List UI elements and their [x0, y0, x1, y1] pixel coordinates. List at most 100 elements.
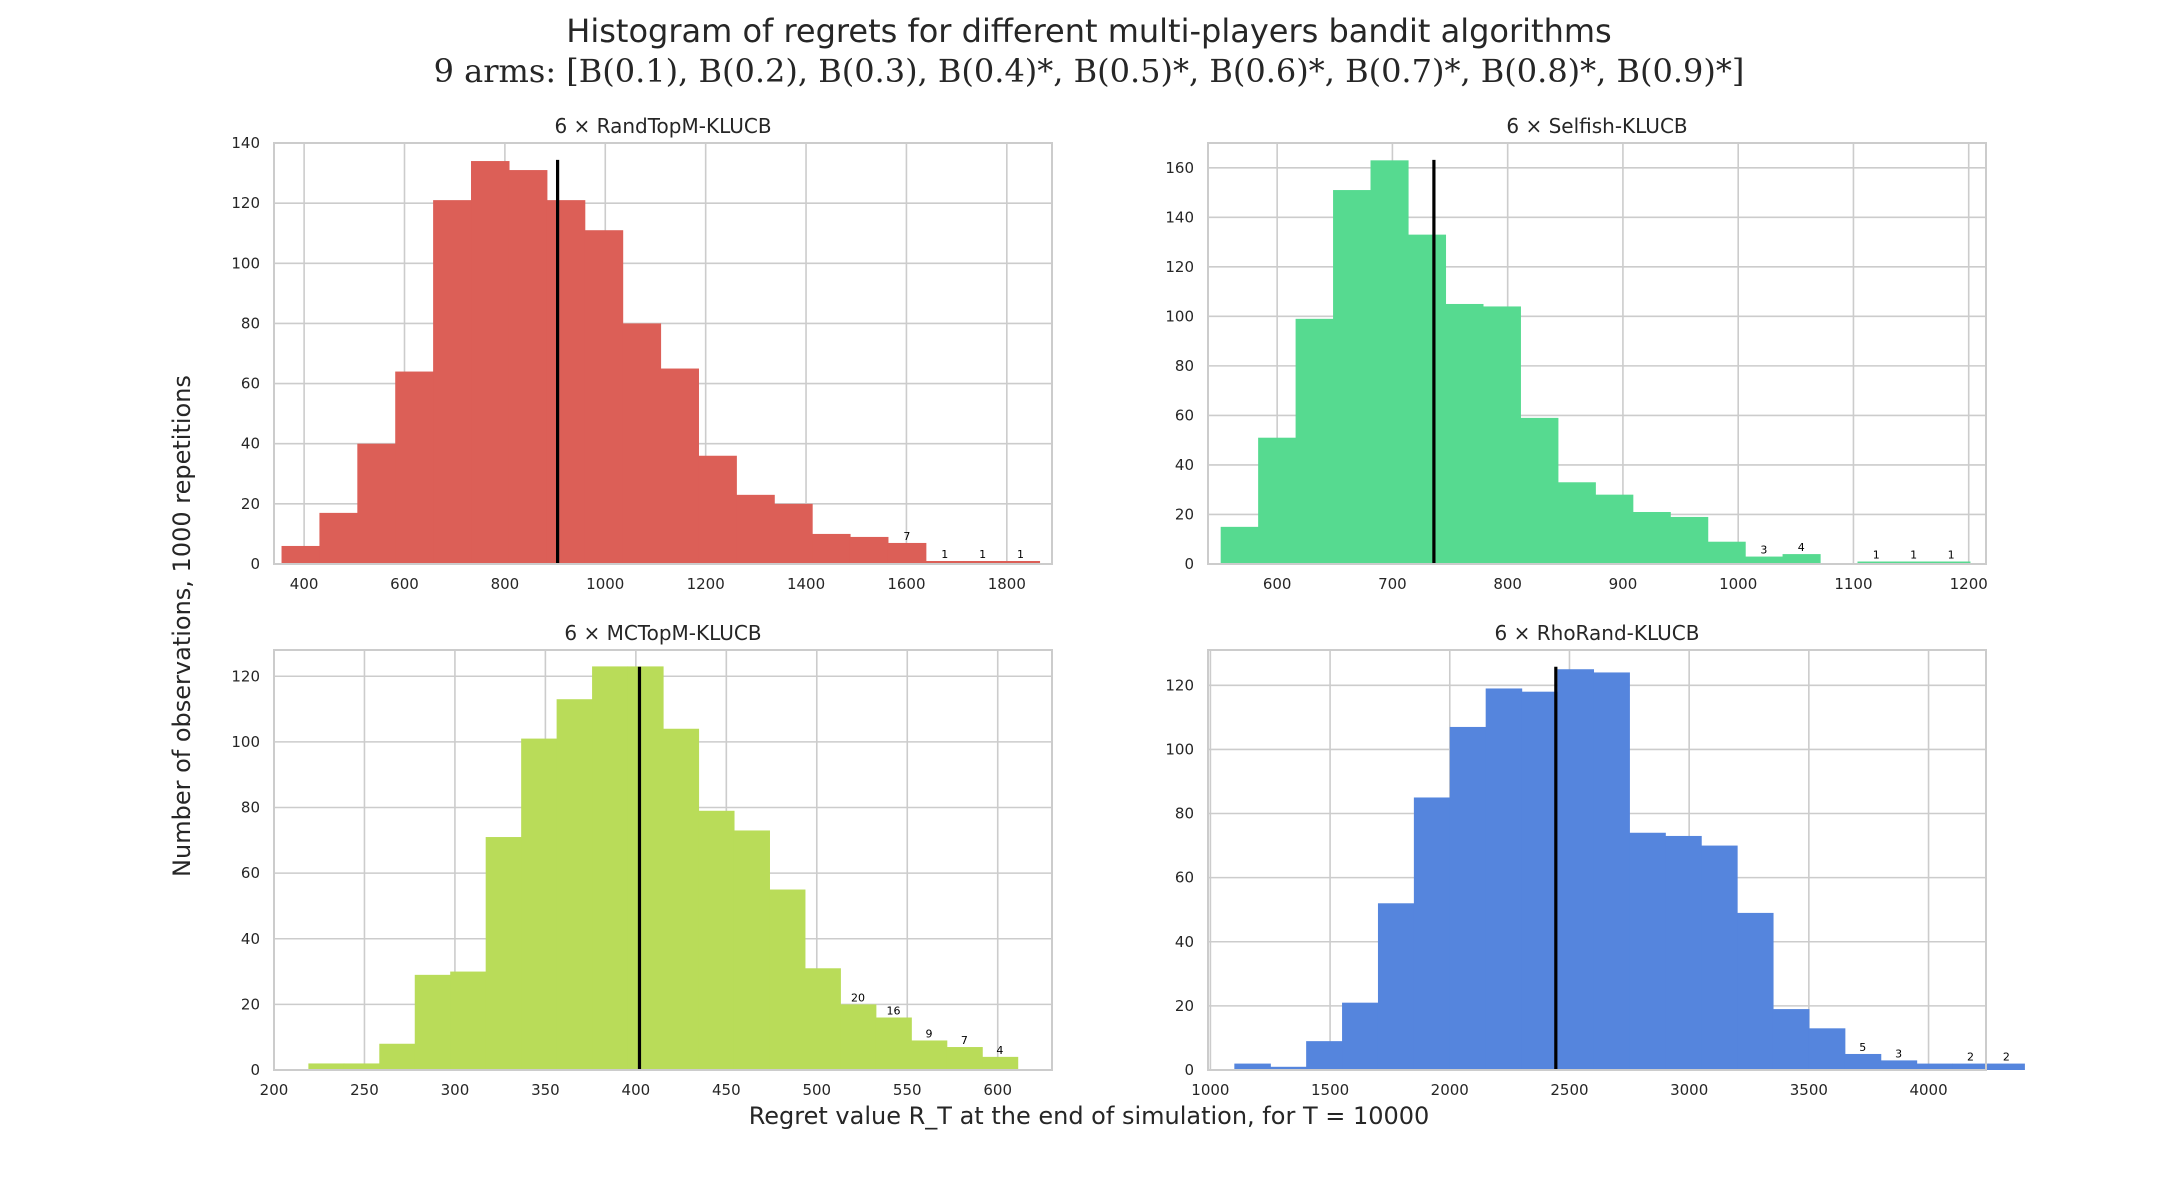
histogram-bar: [471, 161, 510, 565]
x-axis-label: Regret value R_T at the end of simulatio…: [748, 1102, 1430, 1130]
x-tick-label: 3000: [1670, 1081, 1708, 1099]
plot-frame: [273, 142, 1053, 565]
histogram-panel-3: 20 16 9 7 4 200 250 300 350 400 450 500 550 600 0 20 40 6…: [231, 621, 1053, 1099]
histogram-bar: [433, 200, 472, 564]
histogram-bar: [521, 738, 558, 1070]
histogram-bar: [1932, 561, 1971, 564]
y-tick-label: 40: [1175, 456, 1194, 474]
x-tick-label: 600: [1263, 575, 1292, 593]
bar-count-label: 1: [1910, 549, 1917, 562]
histogram-bar: [1413, 797, 1451, 1070]
bar-count-label: 7: [903, 530, 910, 543]
histogram-bar: [556, 699, 593, 1070]
histogram-bar: [584, 230, 624, 564]
y-tick-label: 0: [250, 555, 260, 573]
histogram-bar: [698, 455, 737, 564]
histogram-bar: [1485, 688, 1523, 1070]
panel-title: 6 × Selfish-KLUCB: [1506, 114, 1687, 138]
bar-count-label: 4: [1798, 541, 1805, 554]
histogram-bar: [1665, 835, 1702, 1070]
histogram-bar: [663, 728, 700, 1070]
histogram-bar: [592, 666, 629, 1070]
x-tick-label: 4000: [1909, 1081, 1947, 1099]
histogram-bar: [1258, 437, 1297, 564]
x-tick-label: 1500: [1311, 1081, 1349, 1099]
x-tick-label: 400: [290, 575, 319, 593]
panel-title: 6 × RhoRand-KLUCB: [1495, 621, 1700, 645]
y-tick-label: 20: [241, 995, 260, 1013]
y-tick-label: 160: [1165, 159, 1194, 177]
y-tick-label: 40: [241, 435, 260, 453]
histogram-bar: [395, 371, 434, 564]
histogram-bar: [1782, 554, 1821, 564]
x-tick-label: 900: [1609, 575, 1638, 593]
histogram-bar: [1844, 1053, 1882, 1070]
y-tick-label: 0: [1184, 555, 1194, 573]
y-tick-label: 100: [1165, 307, 1194, 325]
histogram-panel-2: 3 4 1 1 1 600 700 800 900 1000 1100 1200 0 20 40 60 80 10…: [1165, 114, 1987, 593]
histogram-bar: [911, 1040, 948, 1070]
histogram-bar: [308, 1063, 345, 1070]
histogram-bar: [1745, 556, 1784, 564]
histogram-bar: [1445, 303, 1484, 564]
histogram-bar: [1880, 1060, 1918, 1070]
histogram-bar: [1894, 561, 1934, 564]
bar-count-label: 1: [941, 548, 948, 561]
histogram-bar: [774, 503, 813, 564]
bar-count-label: 4: [996, 1044, 1003, 1057]
x-tick-label: 1200: [687, 575, 725, 593]
x-tick-label: 550: [893, 1081, 922, 1099]
x-tick-label: 500: [802, 1081, 831, 1099]
histogram-bar: [812, 533, 851, 564]
y-tick-label: 80: [1175, 357, 1194, 375]
histogram-bar: [1449, 726, 1487, 1070]
histogram-panel-1: 71 1 1400 600 800 1000 1200 1400 1600 18000204060…: [231, 114, 1053, 593]
x-tick-label: 1100: [1834, 575, 1872, 593]
histogram-bar: [508, 170, 548, 565]
y-tick-label: 0: [1184, 1061, 1194, 1079]
bar-count-label: 16: [887, 1005, 901, 1018]
histogram-bar: [1234, 1063, 1271, 1070]
histogram-bar: [1333, 190, 1372, 564]
histogram-bar: [450, 971, 487, 1070]
histogram-bar: [946, 1047, 983, 1070]
histogram-bar: [1916, 1063, 1954, 1070]
bar-count-label: 20: [851, 991, 865, 1004]
histogram-bar: [1670, 516, 1709, 564]
x-tick-label: 600: [390, 575, 419, 593]
x-tick-label: 3500: [1790, 1081, 1828, 1099]
y-tick-label: 80: [1175, 805, 1194, 823]
bar-count-label: 5: [1859, 1041, 1866, 1054]
bar-count-label: 1: [979, 548, 986, 561]
x-tick-label: 1000: [1719, 575, 1757, 593]
histogram-bar: [1808, 1028, 1846, 1070]
y-tick-label: 40: [1175, 933, 1194, 951]
plot-frame: [1207, 649, 1987, 1071]
histogram-bar: [1370, 160, 1409, 564]
x-tick-label: 1000: [586, 575, 624, 593]
histogram-bar: [379, 1043, 416, 1070]
histogram-bar: [1595, 494, 1634, 564]
histogram-bar: [875, 1017, 912, 1070]
bar-count-label: 2: [2003, 1051, 2010, 1064]
histogram-bar: [319, 512, 358, 564]
histogram-bar: [1701, 845, 1738, 1070]
y-tick-label: 140: [231, 134, 260, 152]
histogram-bar: [1407, 234, 1447, 565]
histogram-bar: [1593, 672, 1630, 1070]
histogram-bar: [963, 560, 1003, 564]
y-tick-label: 60: [1175, 406, 1194, 424]
histogram-bar: [1557, 482, 1596, 564]
plot-frame: [273, 649, 1053, 1071]
y-tick-label: 40: [241, 930, 260, 948]
histogram-bar: [485, 837, 522, 1070]
x-tick-label: 1200: [1950, 575, 1988, 593]
histogram-bar: [1520, 417, 1559, 564]
y-tick-label: 100: [231, 254, 260, 272]
y-tick-label: 80: [241, 314, 260, 332]
bar-count-label: 9: [925, 1027, 932, 1040]
x-tick-label: 1400: [787, 575, 825, 593]
histogram-bar: [1557, 669, 1595, 1070]
histogram-bar: [1306, 1041, 1343, 1070]
bar-count-label: 3: [1760, 544, 1767, 557]
